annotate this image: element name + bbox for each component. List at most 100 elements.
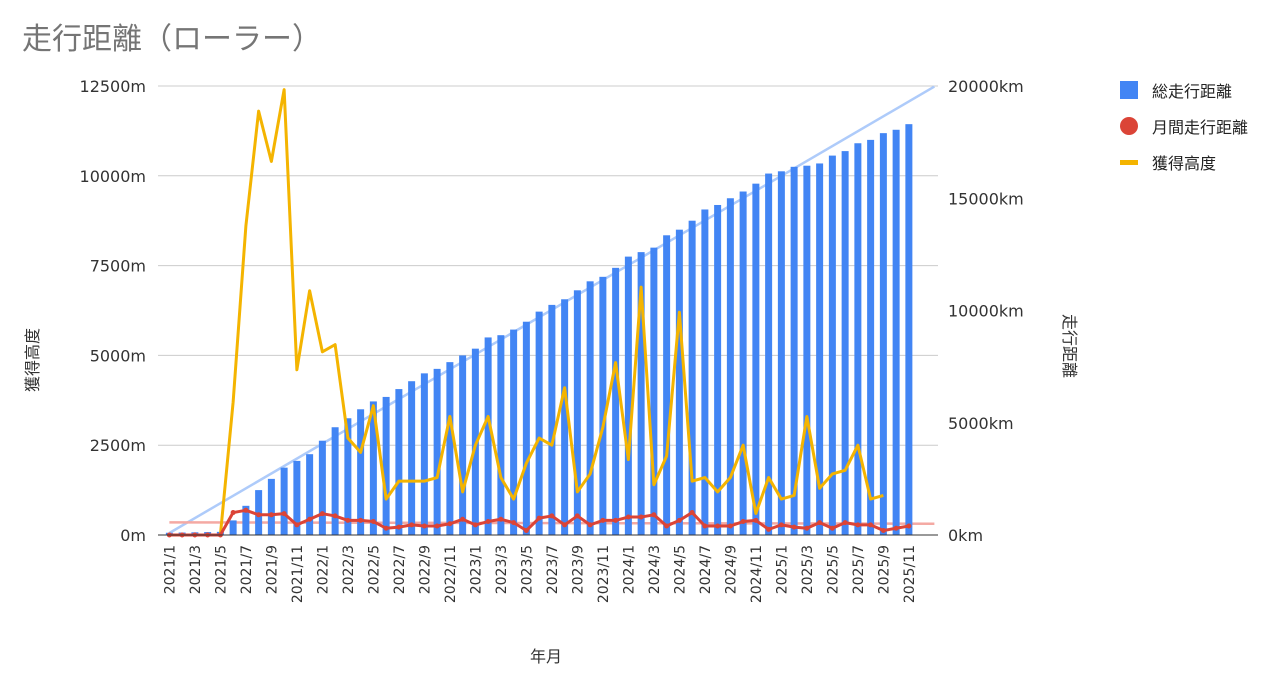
bar-total-distance	[382, 396, 390, 535]
y-right-tick-label: 10000km	[948, 302, 1024, 321]
bar-total-distance	[599, 276, 607, 535]
x-tick-label: 2023/7	[545, 545, 561, 594]
bar-total-distance	[854, 143, 862, 535]
legend-item-monthly[interactable]: 月間走行距離	[1120, 108, 1248, 144]
monthly-point	[294, 522, 300, 528]
y-left-tick-label: 7500m	[90, 257, 146, 276]
x-tick-label: 2022/3	[341, 545, 357, 594]
y-left-tick-label: 12500m	[80, 77, 146, 96]
bar-total-distance	[816, 163, 824, 535]
legend-swatch-total	[1120, 81, 1138, 99]
monthly-point	[727, 523, 733, 529]
legend-swatch-elevation	[1120, 159, 1138, 165]
monthly-point	[778, 522, 784, 528]
bar-total-distance	[586, 281, 594, 535]
bar-total-distance	[548, 304, 556, 535]
elevation-polyline	[169, 88, 884, 537]
monthly-point	[651, 512, 657, 518]
monthly-point	[600, 517, 606, 523]
monthly-point	[409, 522, 415, 528]
monthly-point	[332, 513, 338, 519]
monthly-point	[230, 510, 236, 516]
legend-item-elevation[interactable]: 獲得高度	[1120, 144, 1248, 180]
monthly-point	[740, 519, 746, 525]
bar-total-distance	[497, 335, 505, 535]
monthly-point	[523, 528, 529, 534]
bar-total-distance	[446, 362, 454, 535]
x-tick-label: 2025/5	[825, 545, 841, 594]
monthly-point	[383, 525, 389, 531]
monthly-point	[358, 517, 364, 523]
monthly-point	[319, 511, 325, 517]
monthly-point	[638, 514, 644, 520]
bar-total-distance	[752, 183, 760, 535]
bar-total-distance	[293, 460, 301, 535]
monthly-point	[676, 517, 682, 523]
chart-title: 走行距離（ローラー）	[22, 22, 322, 57]
bar-total-distance	[267, 478, 275, 535]
y-right-tick-label: 15000km	[948, 189, 1024, 208]
monthly-point	[421, 523, 427, 529]
legend-label-total: 総走行距離	[1152, 82, 1233, 101]
legend-label-elevation: 獲得高度	[1152, 154, 1217, 173]
bar-total-distance	[535, 311, 543, 535]
bar-total-distance	[318, 440, 326, 535]
monthly-point	[842, 520, 848, 526]
bar-total-distance	[561, 299, 569, 535]
monthly-point	[243, 507, 249, 513]
bar-total-distance	[637, 252, 645, 535]
bar-total-distance	[459, 355, 467, 535]
monthly-point	[829, 525, 835, 531]
monthly-point	[536, 515, 542, 521]
legend-label-monthly: 月間走行距離	[1152, 118, 1249, 137]
bar-total-distance	[357, 409, 365, 535]
x-tick-label: 2024/9	[723, 545, 739, 594]
monthly-point	[753, 517, 759, 523]
monthly-point	[281, 511, 287, 517]
monthly-point	[268, 512, 274, 518]
x-tick-label: 2022/9	[417, 545, 433, 594]
monthly-point	[587, 522, 593, 528]
x-tick-label: 2025/7	[851, 545, 867, 594]
monthly-point	[804, 525, 810, 531]
bar-total-distance	[484, 337, 492, 535]
line-elevation	[169, 88, 884, 537]
bar-total-distance	[701, 209, 709, 535]
monthly-point	[625, 514, 631, 520]
monthly-point	[460, 516, 466, 522]
bar-total-distance	[867, 139, 875, 535]
monthly-point	[549, 513, 555, 519]
bar-total-distance	[765, 173, 773, 535]
bar-total-distance	[650, 247, 658, 535]
monthly-point	[511, 520, 517, 526]
bar-total-distance	[739, 191, 747, 535]
bar-total-distance	[395, 389, 403, 535]
y-right-tick-label: 20000km	[948, 77, 1024, 96]
bar-total-distance	[331, 427, 339, 535]
monthly-point	[498, 516, 504, 522]
x-tick-label: 2024/11	[749, 545, 765, 603]
monthly-point	[893, 525, 899, 531]
monthly-point	[855, 522, 861, 528]
x-tick-label: 2024/1	[621, 545, 637, 594]
bar-total-distance	[306, 454, 314, 535]
bar-total-distance	[573, 290, 581, 535]
x-tick-label: 2023/9	[570, 545, 586, 594]
bar-total-distance	[510, 329, 518, 535]
bar-total-distance	[369, 401, 377, 535]
y-left-tick-label: 5000m	[90, 346, 146, 365]
x-tick-label: 2021/3	[188, 545, 204, 594]
x-tick-label: 2023/5	[519, 545, 535, 594]
monthly-point	[715, 523, 721, 529]
y-left-tick-label: 2500m	[90, 436, 146, 455]
x-tick-label: 2021/1	[162, 545, 178, 594]
y-left-tick-labels: 0m 2500m 5000m 7500m 10000m 12500m	[80, 77, 146, 545]
bar-total-distance	[408, 381, 416, 535]
monthly-point	[791, 524, 797, 530]
monthly-point	[613, 517, 619, 523]
bar-total-distance	[726, 198, 734, 535]
bar-total-distance	[803, 165, 811, 535]
bar-total-distance	[905, 124, 913, 535]
legend-item-total[interactable]: 総走行距離	[1120, 72, 1248, 108]
